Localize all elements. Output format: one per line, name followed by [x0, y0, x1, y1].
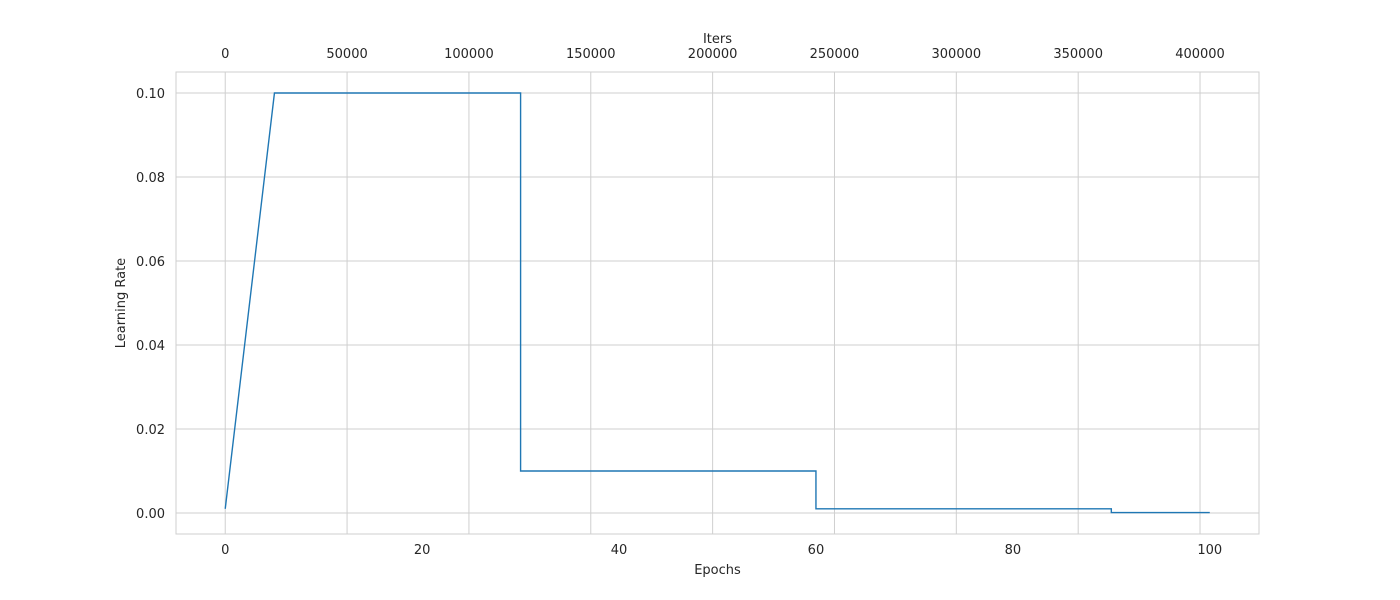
top-x-tick-label: 200000: [688, 47, 738, 62]
series-layer: [224, 92, 1210, 514]
top-x-tick-label: 300000: [932, 47, 982, 62]
y-tick-label: 0.10: [136, 87, 165, 102]
top-x-tick-label: 250000: [810, 47, 860, 62]
y-tick-label: 0.08: [136, 171, 165, 186]
x-tick-label: 80: [1005, 543, 1022, 558]
x-tick-label: 60: [808, 543, 825, 558]
x-tick-label: 20: [414, 543, 431, 558]
y-tick-label: 0.04: [136, 339, 165, 354]
y-tick-label: 0.00: [136, 507, 165, 522]
y-tick-label: 0.02: [136, 423, 165, 438]
x-tick-label: 40: [611, 543, 628, 558]
x-axis-ticks: 0 20 40 60 80 100: [221, 543, 1222, 558]
y-axis-label: Learning Rate: [114, 258, 129, 348]
plot-frame: [175, 71, 1260, 535]
top-x-tick-label: 50000: [326, 47, 367, 62]
top-x-tick-label: 150000: [566, 47, 616, 62]
learning-rate-line: [224, 92, 1210, 514]
x-axis-label: Epochs: [694, 563, 741, 578]
top-x-tick-label: 0: [221, 47, 229, 62]
grid: [176, 72, 1259, 534]
x-tick-label: 0: [221, 543, 229, 558]
top-x-tick-label: 350000: [1053, 47, 1103, 62]
top-x-axis-label: Iters: [703, 32, 732, 47]
top-x-tick-label: 100000: [444, 47, 494, 62]
x-tick-label: 100: [1197, 543, 1222, 558]
y-tick-label: 0.06: [136, 255, 165, 270]
top-x-tick-label: 400000: [1175, 47, 1225, 62]
top-x-axis-ticks: 0 50000 100000 150000 200000 250000 300000 3500…: [221, 47, 1225, 62]
y-axis-ticks: 0.00 0.02 0.04 0.06 0.08 0.10: [136, 87, 165, 522]
